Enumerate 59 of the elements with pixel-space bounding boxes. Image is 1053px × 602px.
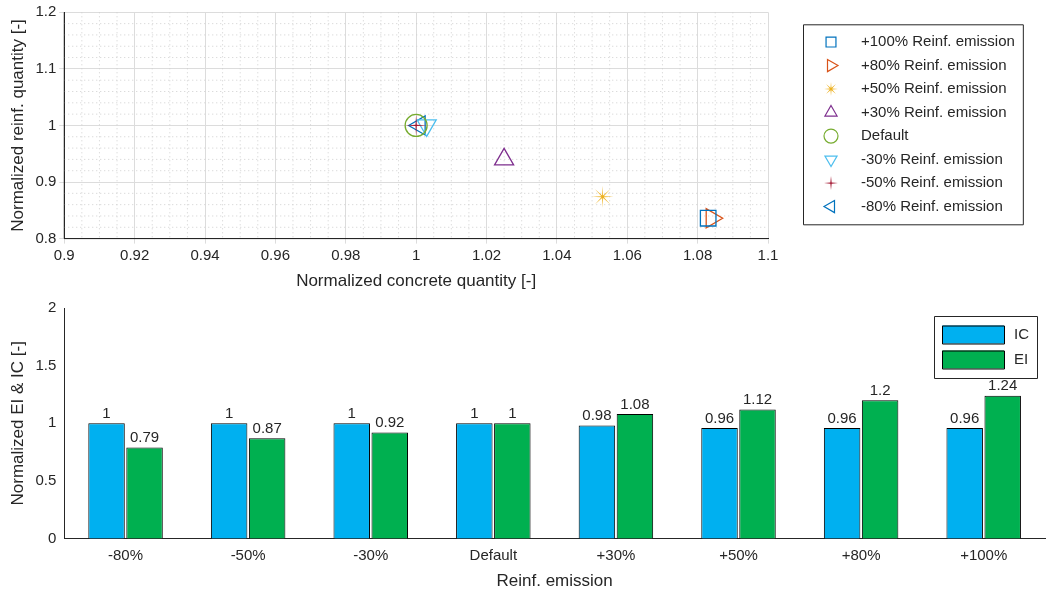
legend-label: -80% Reinf. emission [861,196,1003,214]
data-label: 1.08 [620,394,650,412]
point [699,209,717,227]
x-tick-label: 0.98 [331,245,361,263]
data-label: 1 [508,403,517,421]
y-tick-label: 0.8 [35,228,57,246]
x-tick-label: 1.1 [757,245,779,263]
x-axis-title: Reinf. emission [496,571,613,591]
y-tick-label: 1.5 [35,355,57,373]
x-tick-label: Default [469,545,518,563]
y-tick-label: 1.2 [35,2,57,20]
y-tick-label: 1 [47,413,57,431]
data-label: 1 [347,403,356,421]
x-axis-title: Normalized concrete quantity [-] [296,271,537,291]
y-tick-label: 0 [47,528,57,546]
x-tick-label: 1.06 [612,245,642,263]
legend-label: +30% Reinf. emission [861,102,1007,120]
legend-label: IC [1014,324,1030,342]
x-tick-label: 1 [411,245,421,263]
data-label: 1.24 [988,376,1018,394]
y-tick-label: 0.9 [35,172,57,190]
y-tick-label: 0.5 [35,471,57,489]
data-label: 0.87 [252,418,282,436]
legend-label: Default [861,126,910,144]
data-label: 1.2 [869,380,891,398]
data-label: 1 [470,403,479,421]
data-label: 0.96 [827,408,857,426]
x-tick-label: 1.02 [471,245,502,263]
legend-label: -30% Reinf. emission [861,149,1003,167]
legend-label: +80% Reinf. emission [861,55,1007,73]
data-label: 1 [102,403,111,421]
x-tick-label: 1.08 [683,245,713,263]
x-tick-label: +50% [719,545,758,563]
legend-label: +100% Reinf. emission [861,32,1015,50]
x-tick-label: +30% [596,545,636,563]
x-tick-label: +80% [841,545,881,563]
data-label: 0.98 [582,406,612,424]
data-label: 0.96 [950,408,980,426]
x-tick-label: +100% [960,545,1008,563]
x-tick-label: 0.94 [190,245,220,263]
data-label: 1 [224,403,234,421]
y-axis-title: Normalized reinf. quantity [-] [7,19,27,232]
x-tick-label: -50% [230,545,266,563]
y-tick-label: 1 [47,115,57,133]
legend-label: -50% Reinf. emission [861,173,1003,191]
data-label: 0.92 [375,413,405,431]
x-tick-label: -30% [353,545,389,563]
data-label: 0.96 [704,408,735,426]
data-label: 1.12 [742,390,773,408]
y-tick-label: 1.1 [35,59,57,77]
x-tick-label: 0.96 [260,245,290,263]
data-label: 0.79 [129,428,160,446]
x-tick-label: 1.04 [542,245,572,263]
legend-label: +50% Reinf. emission [861,79,1007,97]
y-tick-label: 2 [47,298,57,316]
y-axis-title: Normalized EI & IC [-] [7,341,27,506]
x-tick-label: -80% [108,545,144,563]
x-tick-label: 0.92 [120,245,150,263]
legend-label: EI [1014,349,1029,367]
